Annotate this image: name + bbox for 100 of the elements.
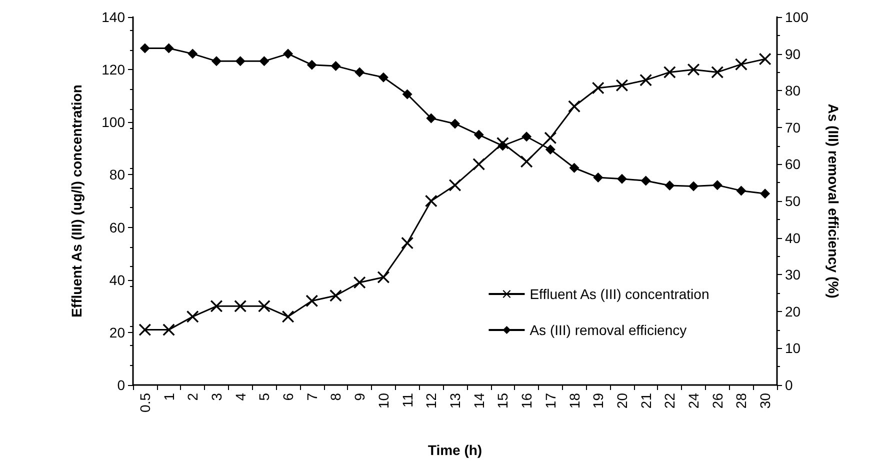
point	[568, 100, 580, 112]
point	[640, 176, 651, 186]
point	[544, 132, 556, 144]
y2-tick-label: 0	[785, 377, 793, 393]
point	[401, 237, 414, 250]
y2-tick-label: 10	[785, 340, 801, 356]
point	[377, 271, 390, 284]
y2-tick-label: 60	[785, 156, 801, 172]
point	[688, 64, 700, 76]
point	[640, 74, 652, 86]
point	[545, 144, 556, 154]
point	[258, 300, 270, 312]
y-axis-title: Effluent As (III) (ug/l) concentration	[68, 84, 84, 318]
point	[569, 162, 580, 173]
x-tick-label: 14	[470, 392, 487, 409]
legend-label: As (III) removal efficiency	[530, 322, 687, 338]
point	[330, 60, 341, 71]
point	[712, 180, 722, 190]
point	[616, 174, 627, 184]
point	[138, 324, 151, 336]
point	[426, 113, 436, 124]
point	[496, 137, 509, 150]
point	[186, 310, 199, 323]
point	[378, 72, 388, 82]
x-tick-label: 7	[304, 392, 320, 401]
x-tick-label: 9	[352, 392, 368, 401]
x-tick-label: 26	[709, 392, 726, 409]
y-tick-label: 80	[109, 166, 126, 183]
x-tick-label: 6	[280, 392, 296, 401]
point	[306, 294, 318, 307]
x-tick-label: 10	[375, 392, 392, 409]
x-tick-label: 2	[184, 392, 201, 401]
point	[664, 66, 676, 78]
y-tick-label: 0	[117, 377, 126, 393]
x-tick-label: 8	[328, 392, 344, 401]
point	[259, 56, 270, 66]
y2-tick-label: 70	[785, 119, 801, 136]
y2-tick-label: 20	[785, 303, 801, 320]
x-tick-label: 18	[566, 392, 582, 409]
point	[474, 130, 484, 140]
y2-tick-label: 80	[785, 82, 801, 99]
point	[354, 276, 366, 288]
point	[425, 195, 438, 207]
point	[306, 60, 317, 70]
point	[472, 158, 485, 170]
point	[711, 66, 724, 78]
point	[210, 300, 222, 312]
x-tick-label: 3	[208, 392, 224, 401]
point	[211, 56, 222, 66]
point	[664, 180, 675, 191]
y-tick-label: 100	[102, 114, 126, 130]
point	[140, 43, 150, 54]
point	[759, 53, 772, 66]
point	[330, 290, 342, 302]
x-tick-label: 0.5	[136, 392, 153, 412]
point	[522, 132, 532, 142]
x-tick-label: 1	[160, 392, 177, 401]
legend-label: Effluent As (III) concentration	[530, 286, 710, 302]
point	[616, 79, 628, 92]
x-tick-label: 19	[590, 392, 606, 409]
y-tick-label: 60	[109, 219, 126, 236]
point	[235, 56, 246, 66]
x-tick-label: 30	[757, 392, 774, 409]
y2-tick-label: 30	[785, 266, 801, 283]
point	[593, 172, 604, 182]
point	[282, 310, 294, 323]
y-tick-label: 120	[102, 62, 126, 78]
y2-tick-label: 100	[785, 9, 809, 25]
x-tick-label: 12	[423, 392, 440, 409]
x-tick-label: 24	[686, 392, 702, 409]
point	[354, 67, 365, 78]
point	[735, 58, 748, 70]
x-tick-label: 28	[733, 392, 750, 409]
point	[283, 48, 294, 59]
x-tick-label: 21	[638, 392, 654, 409]
x-axis-title: Time (h)	[428, 442, 482, 458]
point	[234, 300, 246, 312]
y-tick-label: 20	[109, 324, 126, 340]
x-tick-label: 20	[614, 392, 630, 409]
point	[688, 181, 699, 192]
x-tick-label: 13	[447, 392, 463, 409]
x-tick-label: 4	[232, 392, 248, 401]
point	[592, 82, 604, 94]
point	[520, 156, 533, 168]
x-tick-label: 16	[518, 392, 535, 409]
y-tick-label: 40	[109, 272, 126, 288]
y2-tick-label: 40	[785, 230, 801, 246]
point	[760, 188, 770, 199]
point	[164, 43, 174, 54]
y2-tick-label: 50	[785, 193, 801, 209]
x-tick-label: 5	[256, 392, 272, 401]
x-tick-label: 17	[542, 392, 558, 409]
point	[188, 48, 198, 59]
x-tick-label: 11	[399, 392, 416, 408]
y2-axis-title: As (III) removal efficiency (%)	[826, 104, 842, 298]
y-tick-label: 140	[102, 9, 126, 25]
point	[736, 186, 746, 196]
x-tick-label: 15	[494, 392, 511, 409]
x-tick-label: 22	[662, 392, 678, 409]
point	[162, 324, 175, 336]
